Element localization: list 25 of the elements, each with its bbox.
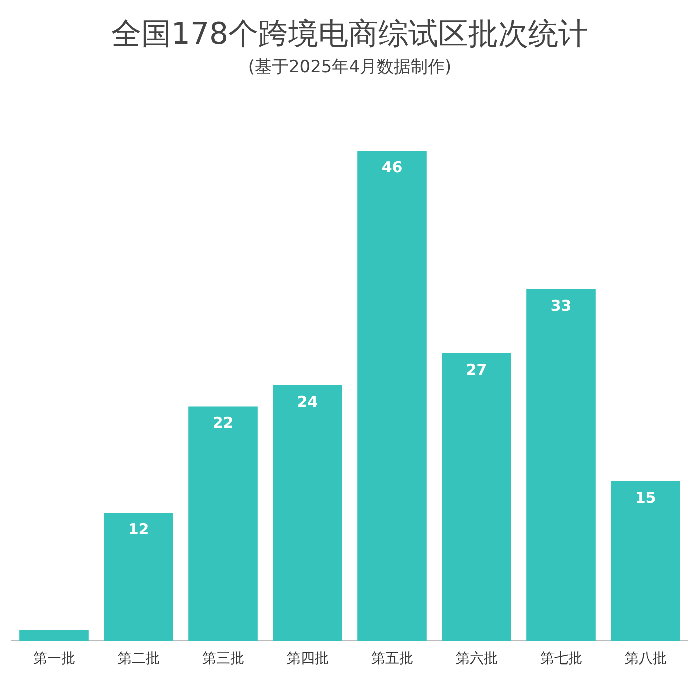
data-label: 22: [212, 414, 234, 432]
x-tick-label: 第三批: [202, 651, 244, 668]
chart-title: 全国178个跨境电商综试区批次统计: [111, 16, 589, 52]
x-tick-label: 第七批: [540, 651, 582, 668]
bar: [611, 481, 680, 642]
x-tick-label: 第五批: [371, 651, 414, 668]
chart-subtitle: (基于2025年4月数据制作): [248, 58, 452, 78]
data-label: 46: [382, 158, 403, 176]
bar: [358, 151, 427, 642]
bar: [442, 353, 512, 642]
bar: [526, 290, 596, 642]
data-label: 15: [635, 488, 656, 507]
x-tick-label: 第六批: [456, 651, 498, 668]
x-tick-label: 第二批: [118, 651, 160, 668]
bar: [20, 630, 89, 642]
x-tick-label: 第八批: [624, 651, 667, 668]
x-tick-label: 第四批: [286, 651, 329, 668]
data-label: 27: [466, 360, 488, 379]
x-tick-label: 第一批: [33, 651, 76, 668]
bar: [104, 513, 174, 642]
bar: [188, 406, 258, 642]
data-label: 12: [128, 520, 150, 539]
data-label: 24: [297, 392, 318, 411]
data-label: 33: [550, 296, 572, 315]
bar: [273, 385, 342, 642]
